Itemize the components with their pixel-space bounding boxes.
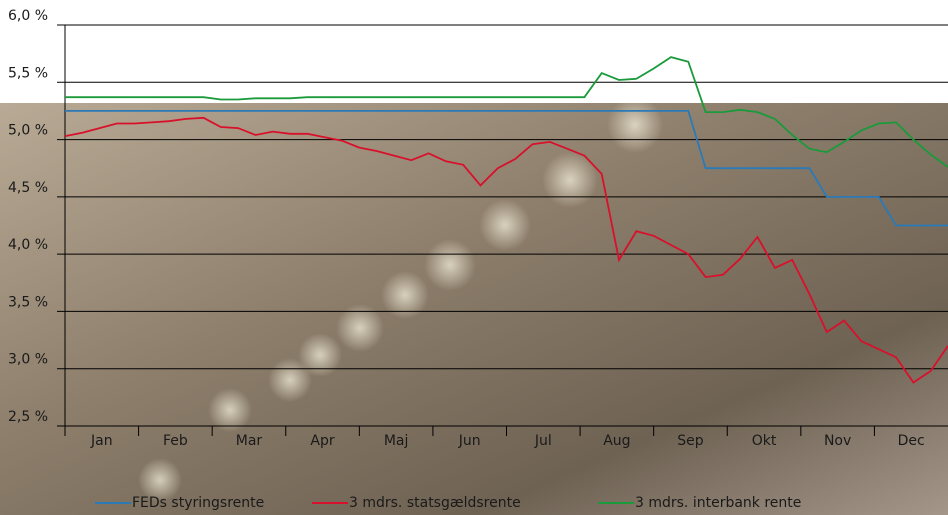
y-tick-label: 3,0 % <box>8 352 48 368</box>
x-tick-label: Feb <box>163 433 188 449</box>
x-tick-label: Dec <box>898 433 925 449</box>
x-tick-label: Jul <box>534 433 552 449</box>
background-photo <box>0 103 948 515</box>
y-tick-label: 4,5 % <box>8 180 48 196</box>
series-line <box>65 56 948 168</box>
y-tick-label: 5,5 % <box>8 65 48 81</box>
x-tick-label: Okt <box>752 433 777 449</box>
legend-label: FEDs styringsrente <box>132 495 264 511</box>
x-tick-label: Sep <box>677 433 704 449</box>
y-tick-label: 4,0 % <box>8 237 48 253</box>
x-tick-label: Jan <box>90 433 113 449</box>
series-line <box>64 116 948 384</box>
x-tick-label: Jun <box>458 433 481 449</box>
light-glows <box>138 97 663 502</box>
y-tick-label: 2,5 % <box>8 409 48 425</box>
x-tick-label: Maj <box>384 433 409 449</box>
x-tick-label: Mar <box>236 433 263 449</box>
y-tick-label: 5,0 % <box>8 123 48 139</box>
y-tick-label: 6,0 % <box>8 8 48 24</box>
x-tick-label: Apr <box>310 433 334 449</box>
legend-label: 3 mdrs. interbank rente <box>635 495 801 511</box>
series-line <box>65 110 948 227</box>
y-tick-label: 3,5 % <box>8 294 48 310</box>
x-tick-label: Aug <box>603 433 630 449</box>
legend-label: 3 mdrs. statsgældsrente <box>349 495 521 511</box>
x-tick-label: Nov <box>824 433 851 449</box>
